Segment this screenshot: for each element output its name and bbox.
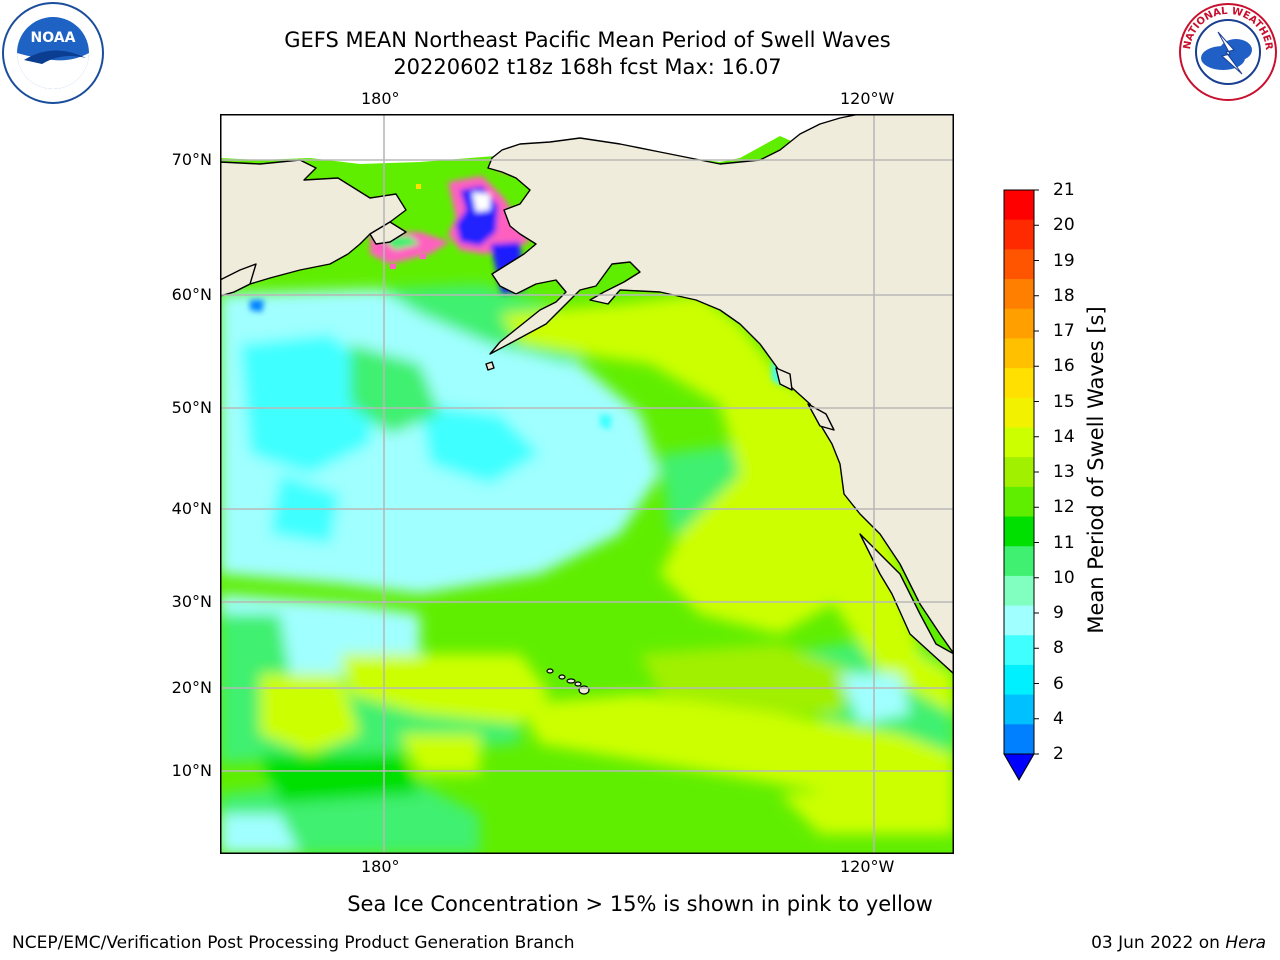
- colorbar-tick-label: 8: [1053, 638, 1064, 659]
- swell-period-map: [220, 114, 954, 854]
- graticule: [220, 114, 954, 854]
- colorbar-tick-label: 21: [1053, 180, 1075, 200]
- colorbar-tick-label: 18: [1053, 285, 1075, 306]
- chart-subtitle: 20220602 t18z 168h fcst Max: 16.07: [393, 55, 782, 79]
- nws-logo: NATIONAL WEATHER SERVICE: [1174, 0, 1278, 102]
- footer-credit: NCEP/EMC/Verification Post Processing Pr…: [12, 933, 575, 953]
- colorbar-segment: [1004, 368, 1034, 399]
- chart-title: GEFS MEAN Northeast Pacific Mean Period …: [284, 28, 891, 52]
- colorbar-tick-label: 14: [1053, 426, 1075, 447]
- colorbar-tick-label: 2: [1053, 744, 1064, 764]
- colorbar-segment: [1004, 308, 1034, 339]
- colorbar-svg: [1003, 189, 1039, 782]
- colorbar-extend-arrow: [1003, 753, 1035, 782]
- colorbar-tick-label: 20: [1053, 215, 1075, 236]
- lon-label-top-120w: 120°W: [840, 89, 895, 108]
- colorbar-tick-label: 11: [1053, 532, 1075, 553]
- lon-label-top-180: 180°: [361, 89, 400, 108]
- colorbar-tick-label: 19: [1053, 250, 1075, 271]
- colorbar-segment: [1004, 427, 1034, 458]
- colorbar-tick-label: 9: [1053, 603, 1064, 623]
- lat-label-20n: 20°N: [171, 678, 212, 697]
- colorbar-segment: [1004, 694, 1034, 725]
- colorbar-segment: [1004, 397, 1034, 428]
- colorbar-segment: [1004, 546, 1034, 577]
- colorbar-tick-label: 10: [1053, 567, 1075, 588]
- colorbar-segment: [1004, 249, 1034, 280]
- colorbar-segment: [1004, 664, 1034, 696]
- swell-period-field: [220, 284, 954, 854]
- colorbar-segment: [1004, 457, 1034, 488]
- footer-host: Hera: [1225, 933, 1266, 953]
- lon-label-bottom-120w: 120°W: [840, 857, 895, 876]
- footer-date: 03 Jun 2022 on Hera: [1091, 933, 1266, 953]
- colorbar-segment: [1004, 605, 1034, 636]
- colorbar-tick-label: 17: [1053, 321, 1075, 341]
- colorbar-tick-label: 16: [1053, 356, 1075, 377]
- lat-label-70n: 70°N: [171, 150, 212, 169]
- noaa-logo: NOAA: [2, 2, 104, 104]
- colorbar-segment: [1004, 338, 1034, 369]
- colorbar-segment: [1004, 219, 1034, 250]
- colorbar-segment: [1004, 635, 1034, 666]
- colorbar-segment: [1004, 190, 1034, 221]
- map-frame: [220, 114, 954, 854]
- colorbar-tick-label: 12: [1053, 497, 1075, 518]
- colorbar-tick-label: 4: [1053, 708, 1064, 729]
- colorbar-tick-label: 15: [1053, 391, 1075, 412]
- lat-label-30n: 30°N: [171, 592, 212, 611]
- lat-label-10n: 10°N: [171, 761, 212, 780]
- noaa-logo-text: NOAA: [31, 30, 76, 46]
- footer-date-text: 03 Jun 2022 on: [1091, 933, 1226, 953]
- lat-label-50n: 50°N: [171, 398, 212, 417]
- lon-label-bottom-180: 180°: [361, 857, 400, 876]
- colorbar-segment: [1004, 486, 1034, 518]
- colorbar-segment: [1004, 724, 1034, 755]
- sea-ice-note: Sea Ice Concentration > 15% is shown in …: [347, 892, 933, 916]
- colorbar-segment: [1004, 279, 1034, 310]
- colorbar-tick-label: 6: [1053, 673, 1064, 694]
- colorbar-segment: [1004, 575, 1034, 607]
- colorbar-label: Mean Period of Swell Waves [s]: [1084, 306, 1108, 634]
- land-masses: [220, 114, 954, 675]
- colorbar: [1000, 186, 1040, 786]
- lat-label-60n: 60°N: [171, 285, 212, 304]
- colorbar-segment: [1004, 516, 1034, 547]
- lat-label-40n: 40°N: [171, 499, 212, 518]
- colorbar-tick-label: 13: [1053, 462, 1075, 482]
- map-panel: [220, 114, 954, 854]
